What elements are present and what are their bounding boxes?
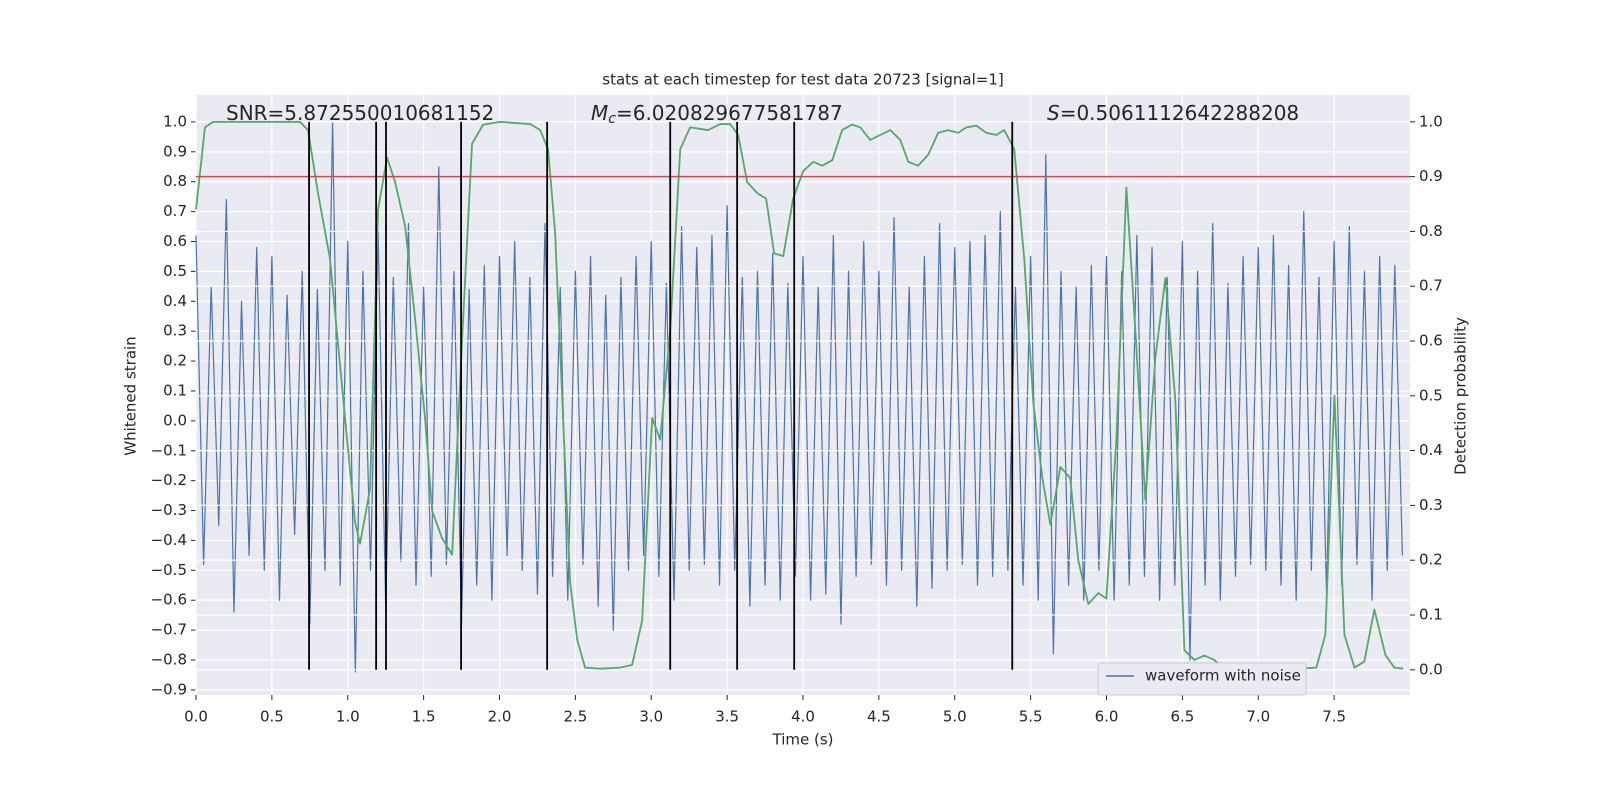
x-tick-label: 3.5 [715,708,739,726]
x-tick-label: 5.0 [943,708,967,726]
annotation-text: =0.5061112642288208 [1060,101,1299,125]
y-tick-label: 0.7 [163,202,187,220]
y-tick-label: −0.5 [151,561,187,579]
y2-tick-label: 0.8 [1419,222,1443,240]
x-tick-label: 2.5 [563,708,587,726]
annotation: Mc=6.020829677581787 [591,101,843,128]
x-axis-label: Time (s) [772,731,834,749]
y-tick-label: −0.2 [151,471,187,489]
y-tick-label: −0.4 [151,531,187,549]
y2-tick-label: 0.0 [1419,660,1443,678]
x-tick-label: 0.0 [184,708,208,726]
annotation: S=0.5061112642288208 [1047,101,1299,125]
x-tick-label: 6.0 [1095,708,1119,726]
y2-tick-label: 1.0 [1419,112,1443,130]
x-tick-label: 1.5 [412,708,436,726]
y-tick-label: 0.0 [163,411,187,429]
y-tick-label: 0.1 [163,381,187,399]
annotation-subscript: c [608,111,616,127]
y-tick-label: −0.3 [151,501,187,519]
y2-tick-label: 0.5 [1419,386,1443,404]
annotation-symbol: S [1047,101,1060,125]
y2-tick-label: 0.4 [1419,441,1443,459]
x-tick-label: 4.5 [867,708,891,726]
annotation: SNR=5.872550010681152 [226,101,494,125]
line-series [195,121,1404,673]
y-tick-label: 1.0 [163,112,187,130]
y-tick-label: 0.8 [163,172,187,190]
y-tick-label: 0.4 [163,292,187,310]
y2-axis-label: Detection probability [1452,317,1470,475]
legend-box [1097,662,1307,696]
x-tick-label: 0.5 [260,708,284,726]
y2-tick-label: 0.3 [1419,496,1443,514]
y-tick-label: 0.3 [163,322,187,340]
y2-tick-label: 0.1 [1419,606,1443,624]
annotation-text: =6.020829677581787 [616,101,843,125]
y-tick-label: 0.2 [163,352,187,370]
y2-tick-label: 0.7 [1419,277,1443,295]
x-tick-label: 4.0 [791,708,815,726]
x-tick-label: 7.0 [1246,708,1270,726]
y-tick-label: 0.5 [163,262,187,280]
y-axis-label: Whitened strain [122,336,140,455]
annotation-symbol: M [591,101,608,125]
y2-tick-label: 0.6 [1419,332,1443,350]
x-tick-label: 7.5 [1322,708,1346,726]
x-tick-label: 5.5 [1019,708,1043,726]
y2-tick-label: 0.2 [1419,551,1443,569]
line-series [195,120,1404,670]
x-tick-label: 3.0 [639,708,663,726]
x-tick-label: 1.0 [336,708,360,726]
y-tick-label: −0.9 [151,680,187,698]
y-tick-label: 0.6 [163,232,187,250]
x-tick-label: 6.5 [1170,708,1194,726]
chart-title: stats at each timestep for test data 207… [602,71,1003,89]
y-tick-label: −0.7 [151,621,187,639]
y2-tick-label: 0.9 [1419,167,1443,185]
annotation-text: SNR=5.872550010681152 [226,101,494,125]
y-tick-label: −0.8 [151,651,187,669]
y-tick-label: 0.9 [163,142,187,160]
legend-label: waveform with noise [1145,667,1301,685]
y-tick-label: −0.1 [151,441,187,459]
x-tick-label: 2.0 [488,708,512,726]
y-tick-label: −0.6 [151,591,187,609]
